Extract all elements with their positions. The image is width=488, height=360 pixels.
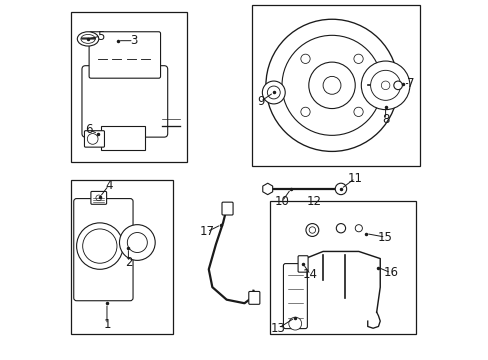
Text: 12: 12 bbox=[306, 195, 321, 208]
Text: 14: 14 bbox=[303, 268, 317, 281]
Circle shape bbox=[361, 61, 409, 110]
Text: 6: 6 bbox=[85, 123, 93, 136]
Circle shape bbox=[393, 81, 402, 90]
Circle shape bbox=[300, 54, 309, 63]
Text: 2: 2 bbox=[124, 256, 132, 269]
FancyBboxPatch shape bbox=[298, 256, 307, 272]
Text: 7: 7 bbox=[406, 77, 413, 90]
Circle shape bbox=[381, 81, 389, 90]
Text: 8: 8 bbox=[381, 113, 388, 126]
Bar bbox=[71, 12, 187, 162]
Circle shape bbox=[308, 62, 354, 109]
Text: 5: 5 bbox=[97, 30, 104, 42]
Circle shape bbox=[267, 86, 280, 99]
Text: 10: 10 bbox=[274, 195, 289, 208]
Text: 4: 4 bbox=[105, 179, 112, 192]
Circle shape bbox=[353, 54, 363, 63]
Text: 16: 16 bbox=[383, 266, 398, 279]
Circle shape bbox=[354, 225, 362, 232]
Circle shape bbox=[282, 35, 381, 135]
FancyBboxPatch shape bbox=[248, 292, 259, 304]
Circle shape bbox=[300, 107, 309, 117]
FancyBboxPatch shape bbox=[222, 202, 233, 215]
Text: 13: 13 bbox=[270, 322, 285, 335]
Text: 17: 17 bbox=[199, 225, 214, 238]
FancyBboxPatch shape bbox=[101, 126, 145, 150]
Circle shape bbox=[82, 229, 117, 263]
FancyBboxPatch shape bbox=[82, 66, 167, 137]
Circle shape bbox=[336, 224, 345, 233]
Bar bbox=[71, 180, 173, 334]
Text: 11: 11 bbox=[347, 172, 362, 185]
Circle shape bbox=[87, 134, 98, 144]
Text: 9: 9 bbox=[256, 95, 264, 108]
FancyBboxPatch shape bbox=[84, 131, 104, 147]
Circle shape bbox=[370, 70, 400, 100]
Circle shape bbox=[335, 183, 346, 195]
Bar bbox=[251, 5, 419, 166]
Text: 1: 1 bbox=[103, 318, 110, 331]
Circle shape bbox=[96, 195, 102, 201]
Circle shape bbox=[305, 224, 318, 237]
Text: 3: 3 bbox=[130, 34, 137, 47]
Ellipse shape bbox=[77, 32, 99, 46]
Bar bbox=[269, 202, 415, 334]
Circle shape bbox=[119, 225, 155, 260]
FancyBboxPatch shape bbox=[283, 264, 307, 329]
FancyBboxPatch shape bbox=[74, 199, 133, 301]
FancyBboxPatch shape bbox=[89, 32, 160, 78]
Text: 15: 15 bbox=[377, 231, 392, 244]
Circle shape bbox=[323, 76, 340, 94]
FancyBboxPatch shape bbox=[91, 192, 106, 204]
Circle shape bbox=[353, 107, 363, 117]
Circle shape bbox=[262, 81, 285, 104]
Ellipse shape bbox=[81, 35, 95, 43]
Circle shape bbox=[288, 317, 301, 330]
Circle shape bbox=[77, 223, 123, 269]
Circle shape bbox=[265, 19, 397, 152]
Circle shape bbox=[308, 227, 315, 233]
